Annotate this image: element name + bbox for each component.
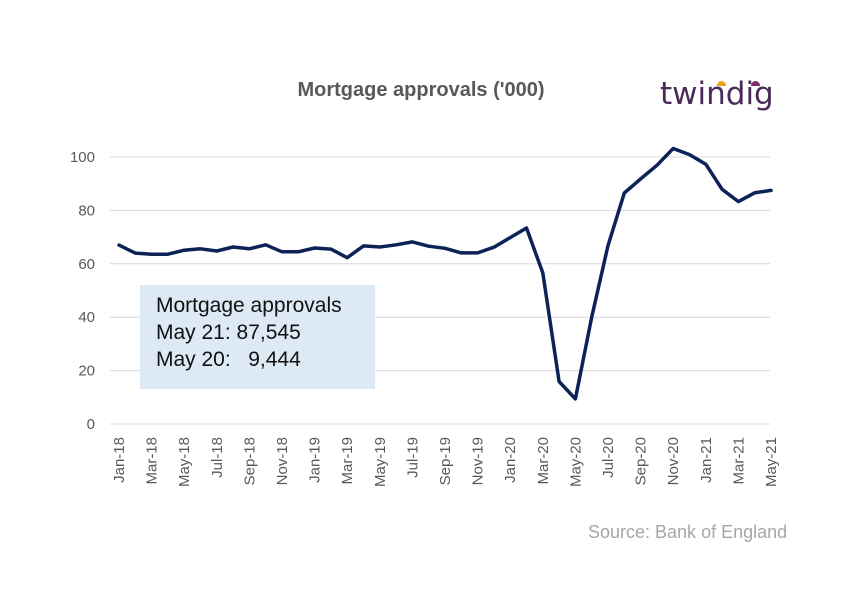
x-tick-label: Mar-19 (339, 437, 356, 485)
x-tick-label: Sep-20 (633, 437, 650, 485)
y-tick-label: 0 (87, 416, 95, 433)
logo-accent-purple (751, 81, 760, 86)
callout-line-may20: May 20: 9,444 (156, 348, 301, 371)
callout-title: Mortgage approvals (156, 294, 342, 317)
x-tick-label: Nov-18 (274, 437, 291, 485)
chart-title: Mortgage approvals ('000) (297, 79, 544, 101)
x-tick-label: Jan-21 (698, 437, 715, 483)
grid-lines (110, 156, 770, 425)
x-tick-label: Nov-19 (470, 437, 487, 485)
x-tick-label: Mar-21 (730, 437, 747, 485)
series-layer (117, 146, 773, 401)
x-tick-label: Sep-19 (437, 437, 454, 485)
y-tick-label: 40 (78, 309, 95, 326)
x-tick-label: May-18 (176, 437, 193, 487)
x-tick-label: Mar-20 (535, 437, 552, 485)
x-tick-label: Jan-19 (307, 437, 324, 483)
x-tick-label: Mar-18 (144, 437, 161, 485)
x-axis-ticks: Jan-18 Mar-18 May-18 Jul-18 Sep-18 Nov-18 Jan-… (111, 437, 780, 487)
logo-accent-orange (717, 81, 726, 86)
series-line-0 (117, 146, 773, 401)
x-tick-label: Jan-18 (111, 437, 128, 483)
y-tick-label: 60 (78, 256, 95, 273)
callout-line-may21: May 21: 87,545 (156, 321, 301, 344)
y-tick-label: 100 (70, 149, 95, 166)
callout-box: Mortgage approvals May 21: 87,545 May 20… (140, 285, 375, 389)
x-tick-label: Jul-19 (404, 437, 421, 478)
y-axis-ticks: 0 20 40 60 80 100 (70, 149, 95, 433)
y-tick-label: 20 (78, 363, 95, 380)
twindig-logo: twindig (660, 76, 774, 112)
x-tick-label: Sep-18 (241, 437, 258, 485)
x-tick-label: May-21 (763, 437, 780, 487)
x-tick-label: Jul-18 (209, 437, 226, 478)
x-tick-label: Jan-20 (502, 437, 519, 483)
x-tick-label: May-19 (372, 437, 389, 487)
x-tick-label: May-20 (567, 437, 584, 487)
source-note: Source: Bank of England (588, 522, 788, 542)
y-tick-label: 80 (78, 202, 95, 219)
x-tick-label: Nov-20 (665, 437, 682, 485)
x-tick-label: Jul-20 (600, 437, 617, 478)
